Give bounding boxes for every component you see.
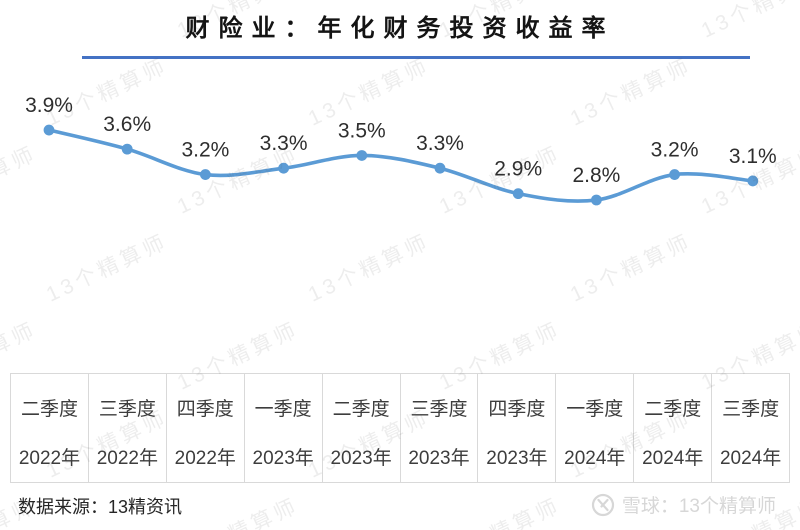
axis-category-cell: 二季度 2022年 [10,374,88,482]
axis-category-cell: 四季度 2022年 [165,374,244,482]
series-line [47,128,755,203]
data-source-label: 数据来源：13精资讯 [18,497,183,517]
data-point [669,169,680,180]
data-label: 3.9% [25,94,73,117]
axis-category-cell: 二季度 2023年 [321,374,400,482]
axis-year-label: 2023年 [252,448,314,469]
axis-category-cell: 二季度 2024年 [633,374,711,482]
brand-watermark-label: 雪球：13个精算师 [621,496,776,517]
data-point [591,194,602,206]
data-label: 3.2% [651,139,699,162]
data-point [512,188,524,200]
data-point [121,143,133,155]
axis-year-label: 2022年 [18,448,81,469]
page-title: 财险业：年化财务投资收益率 [185,15,615,42]
data-point [356,150,368,161]
watermark-text: 13个精算师 [434,490,566,530]
axis-quarter-label: 一季度 [566,399,624,420]
data-label: 3.3% [416,132,464,155]
axis-category-cell: 四季度 2023年 [477,374,555,482]
axis-category-cell: 一季度 2024年 [555,374,633,482]
data-point [278,162,289,174]
line-chart: 3.9% 3.6% 3.2% 3.3% 3.5% 3.3% 2.9% 2.8% 3.2% 3.1% [25,94,777,206]
axis-year-label: 2023年 [486,448,548,469]
axis-year-label: 2023年 [330,448,392,469]
axis-year-label: 2023年 [408,448,470,469]
x-axis-table: 二季度 2022年 三季度 2022年 四季度 2022年 一季度 2023年 二季度 2023年… [10,373,790,483]
axis-category-cell: 一季度 2023年 [243,374,322,482]
axis-year-label: 2024年 [719,448,782,469]
axis-year-label: 2024年 [642,448,704,469]
data-point [747,175,759,187]
data-label: 2.9% [494,158,542,181]
axis-year-label: 2022年 [96,448,158,469]
brand-watermark: 雪球：13个精算师 [591,491,776,518]
axis-year-label: 2024年 [564,448,626,469]
axis-category-cell: 三季度 2023年 [399,374,478,482]
data-label: 3.5% [338,119,386,142]
axis-quarter-label: 四季度 [488,399,546,420]
data-label: 3.6% [103,113,151,136]
data-point [43,124,55,136]
axis-category-cell: 三季度 2024年 [711,374,789,482]
data-point [200,169,211,180]
watermark-text: 13个精算师 [172,490,304,530]
data-label: 3.1% [729,145,777,168]
axis-quarter-label: 三季度 [410,399,468,420]
axis-quarter-label: 四季度 [176,399,234,420]
axis-category-cell: 三季度 2022年 [87,374,166,482]
xueqiu-logo-icon [591,493,614,516]
axis-quarter-label: 三季度 [722,399,780,420]
data-label: 3.2% [181,139,229,162]
title-underline [82,56,750,59]
axis-year-label: 2022年 [174,448,236,469]
axis-quarter-label: 一季度 [254,399,312,420]
data-label: 2.8% [572,164,620,187]
data-label: 3.3% [260,132,308,155]
axis-quarter-label: 二季度 [332,399,390,420]
axis-quarter-label: 二季度 [644,399,702,420]
axis-quarter-label: 二季度 [20,399,78,420]
axis-quarter-label: 三季度 [98,399,156,420]
data-point [434,162,446,174]
